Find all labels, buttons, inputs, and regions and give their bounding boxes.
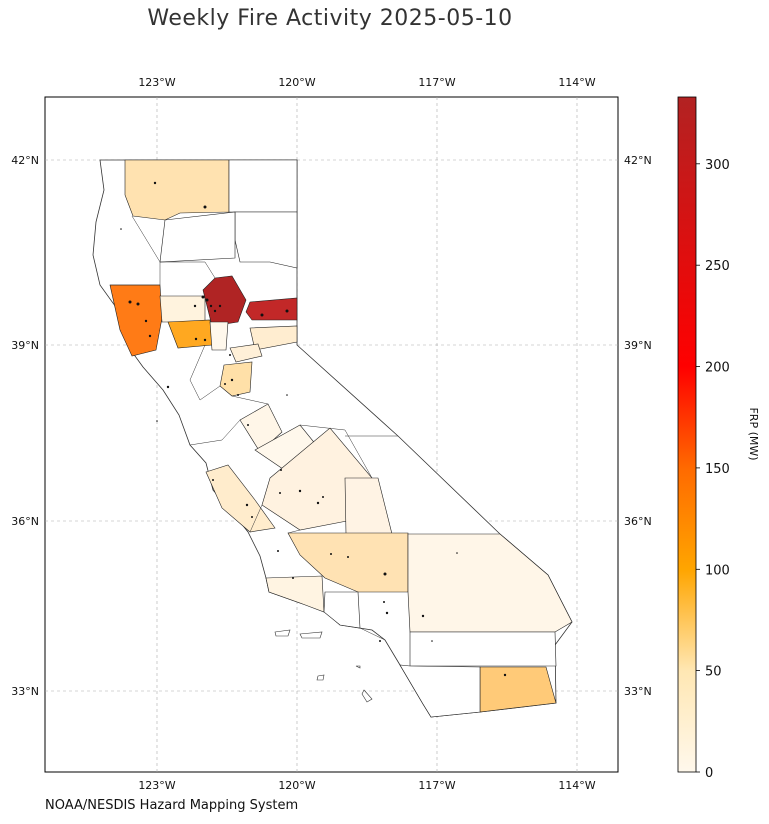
lat-tick-left-1: 42°N [11, 154, 39, 167]
lon-tick-bottom-3: 117°W [418, 779, 455, 792]
county-borders [110, 215, 398, 641]
lon-tick-top-4: 114°W [558, 76, 595, 89]
lon-tick-bottom-2: 120°W [278, 779, 315, 792]
county-sutter [209, 321, 229, 351]
map-title: Weekly Fire Activity 2025-05-10 [147, 6, 513, 31]
lat-tick-left-3: 36°N [11, 515, 39, 528]
county-nevada [249, 325, 298, 351]
lat-tick-right-3: 36°N [624, 515, 652, 528]
colorbar-tick-100: 100 [705, 563, 730, 578]
county-placer [229, 343, 263, 363]
county-shasta [159, 211, 236, 263]
lat-tick-right-1: 42°N [624, 154, 652, 167]
county-sanbernardino [407, 533, 573, 633]
county-plumas [245, 297, 298, 321]
lon-tick-top-1: 123°W [138, 76, 175, 89]
county-modoc [228, 159, 298, 213]
colorbar-tick-300: 300 [705, 158, 730, 173]
colorbar-tick-0: 0 [705, 766, 713, 781]
lat-tick-left-2: 39°N [11, 339, 39, 352]
fire-detections [120, 181, 507, 677]
colorbar-tick-50: 50 [705, 665, 722, 680]
colorbar-tick-150: 150 [705, 462, 730, 477]
lon-tick-top-3: 117°W [418, 76, 455, 89]
county-glenn [159, 295, 206, 323]
county-santabarbara [265, 575, 325, 613]
colorbar-tick-250: 250 [705, 259, 730, 274]
lon-tick-bottom-4: 114°W [558, 779, 595, 792]
colorbar-label: FRP (MW) [747, 407, 760, 460]
county-lassen [234, 211, 298, 269]
county-riverside [409, 631, 557, 667]
county-eldorado [219, 361, 253, 397]
source-credit: NOAA/NESDIS Hazard Mapping System [45, 798, 299, 813]
channel-islands [274, 629, 373, 703]
county-siskiyou [124, 159, 230, 221]
county-sandiego [399, 664, 481, 718]
lon-tick-top-2: 120°W [278, 76, 315, 89]
county-tuolumne [239, 403, 283, 453]
colorbar-tick-200: 200 [705, 361, 730, 376]
county-monterey [205, 464, 276, 533]
counties [109, 159, 573, 718]
colorbar-ticks [696, 163, 700, 773]
lat-tick-left-4: 33°N [11, 685, 39, 698]
lon-tick-bottom-1: 123°W [138, 779, 175, 792]
colorbar [677, 96, 697, 773]
county-losangeles [323, 591, 361, 629]
lat-tick-right-4: 33°N [624, 685, 652, 698]
lat-tick-right-2: 39°N [624, 339, 652, 352]
